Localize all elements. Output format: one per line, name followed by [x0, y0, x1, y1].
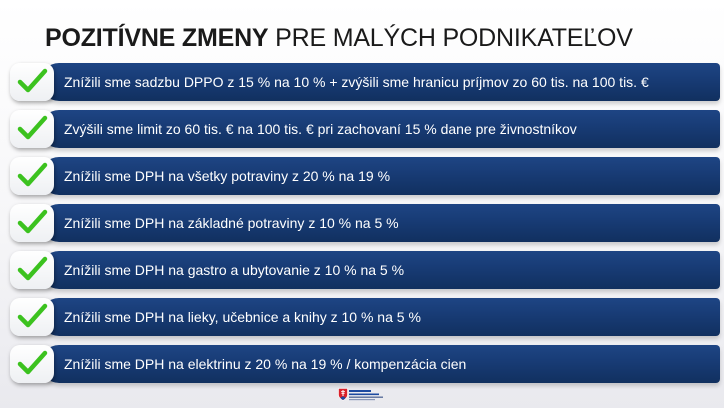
check-icon: [10, 63, 54, 101]
list-item-text: Zvýšili sme limit zo 60 tis. € na 100 ti…: [64, 121, 577, 137]
list-item: Znížili sme DPH na všetky potraviny z 20…: [10, 157, 720, 195]
list-item: Znížili sme DPH na lieky, učebnice a kni…: [10, 298, 720, 336]
list-item-bar: Znížili sme DPH na všetky potraviny z 20…: [40, 157, 720, 195]
list-item: Znížili sme sadzbu DPPO z 15 % na 10 % +…: [10, 63, 720, 101]
check-icon: [10, 298, 54, 336]
government-logo: [338, 388, 384, 402]
list-item: Znížili sme DPH na gastro a ubytovanie z…: [10, 251, 720, 289]
list-item-text: Znížili sme sadzbu DPPO z 15 % na 10 % +…: [64, 74, 649, 90]
list-item-text: Znížili sme DPH na elektrinu z 20 % na 1…: [64, 356, 467, 372]
page-title: POZITÍVNE ZMENY PRE MALÝCH PODNIKATEĽOV: [45, 22, 633, 54]
check-icon: [10, 251, 54, 289]
list-item-text: Znížili sme DPH na základné potraviny z …: [64, 215, 399, 231]
list-item: Znížili sme DPH na základné potraviny z …: [10, 204, 720, 242]
check-icon: [10, 204, 54, 242]
list-item-bar: Znížili sme DPH na gastro a ubytovanie z…: [40, 251, 720, 289]
list-item-text: Znížili sme DPH na všetky potraviny z 20…: [64, 168, 391, 184]
list-item-bar: Znížili sme DPH na lieky, učebnice a kni…: [40, 298, 720, 336]
list-item-text: Znížili sme DPH na gastro a ubytovanie z…: [64, 262, 405, 278]
page-title-bold: POZITÍVNE ZMENY: [45, 24, 269, 52]
list-item: Znížili sme DPH na elektrinu z 20 % na 1…: [10, 345, 720, 383]
logo-wordmark-icon: [349, 390, 383, 401]
list-item-bar: Znížili sme DPH na základné potraviny z …: [40, 204, 720, 242]
list-item-bar: Znížili sme DPH na elektrinu z 20 % na 1…: [40, 345, 720, 383]
check-icon: [10, 157, 54, 195]
list-item-bar: Zvýšili sme limit zo 60 tis. € na 100 ti…: [40, 110, 720, 148]
check-icon: [10, 345, 54, 383]
shield-icon: [338, 388, 348, 401]
check-icon: [10, 110, 54, 148]
list-item-bar: Znížili sme sadzbu DPPO z 15 % na 10 % +…: [40, 63, 720, 101]
list-item: Zvýšili sme limit zo 60 tis. € na 100 ti…: [10, 110, 720, 148]
page-title-light: PRE MALÝCH PODNIKATEĽOV: [275, 24, 633, 52]
list-item-text: Znížili sme DPH na lieky, učebnice a kni…: [64, 309, 421, 325]
